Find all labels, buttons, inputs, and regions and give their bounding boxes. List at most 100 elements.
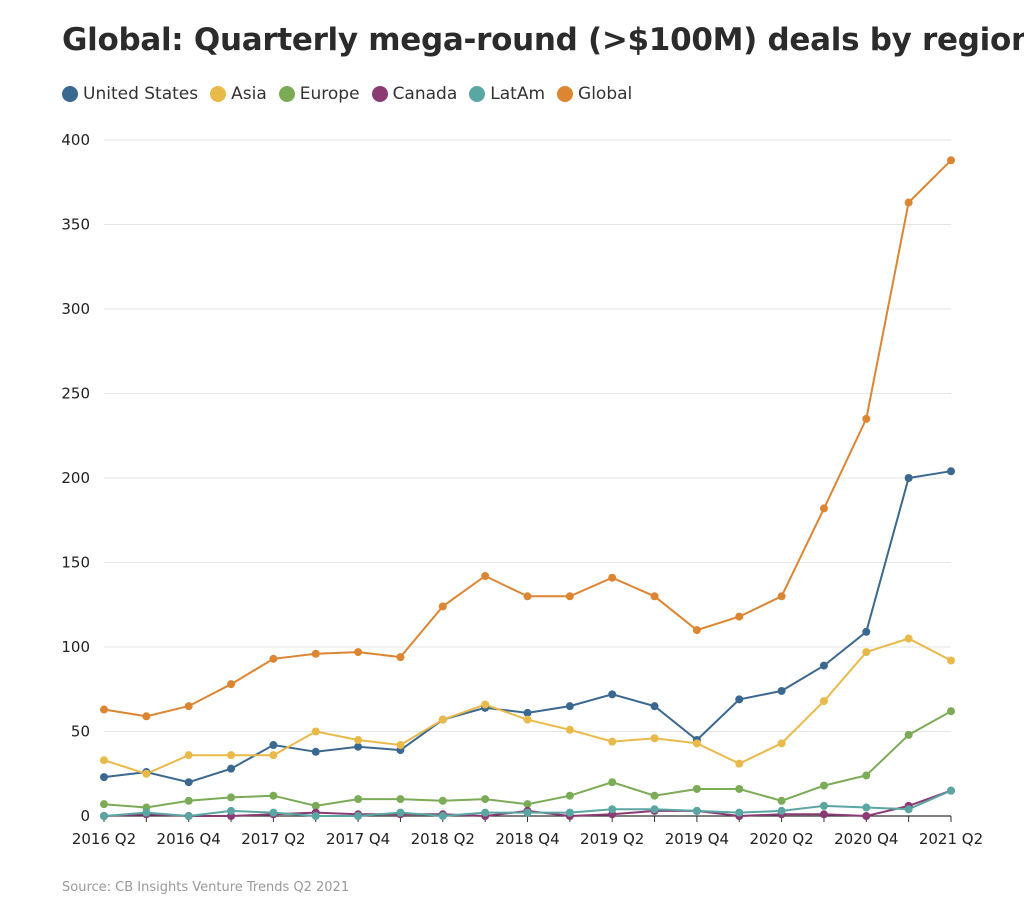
- data-point: [396, 741, 405, 750]
- data-point: [311, 747, 320, 756]
- y-tick-label: 150: [61, 554, 90, 572]
- data-point: [692, 626, 701, 635]
- legend-item: Canada: [371, 84, 457, 104]
- series-line: [103, 470, 952, 784]
- x-tick-label: 2019 Q2: [580, 830, 644, 848]
- data-point: [819, 781, 828, 790]
- data-point: [396, 808, 405, 817]
- legend-item: Global: [557, 84, 632, 104]
- data-point: [904, 634, 913, 643]
- y-tick-label: 250: [61, 385, 90, 403]
- data-point: [227, 764, 236, 773]
- data-point: [650, 734, 659, 743]
- source-note: Source: CB Insights Venture Trends Q2 20…: [62, 880, 350, 895]
- x-tick-label: 2018 Q2: [411, 830, 475, 848]
- data-point: [692, 806, 701, 815]
- data-point: [565, 592, 574, 601]
- legend-item: LatAm: [469, 84, 545, 104]
- data-point: [608, 778, 617, 787]
- data-point: [650, 592, 659, 601]
- data-point: [523, 800, 532, 809]
- legend-label: United States: [83, 84, 199, 104]
- legend-label: Europe: [299, 84, 360, 104]
- x-axis: 2016 Q2 2016 Q4 2017 Q2 2017 Q4 2018 Q2 2018 …: [72, 816, 983, 848]
- legend-swatch: [371, 86, 388, 102]
- data-point: [947, 786, 955, 795]
- data-point: [819, 810, 828, 819]
- data-point: [354, 742, 363, 751]
- data-point: [777, 796, 786, 805]
- data-point: [565, 702, 574, 711]
- data-point: [565, 791, 574, 800]
- legend: United States Asia Europe Canada LatAm Global: [62, 84, 644, 104]
- x-tick-label: 2017 Q4: [326, 830, 390, 848]
- data-point: [904, 805, 913, 814]
- data-point: [523, 715, 532, 724]
- data-point: [438, 715, 447, 724]
- legend-label: Global: [578, 84, 633, 104]
- data-point: [311, 727, 320, 736]
- legend-swatch: [557, 86, 574, 102]
- data-point: [354, 812, 363, 820]
- data-point: [735, 808, 744, 817]
- data-point: [311, 801, 320, 810]
- data-point: [819, 661, 828, 670]
- x-tick-label: 2021 Q2: [919, 830, 983, 848]
- data-point: [608, 805, 617, 814]
- y-tick-label: 200: [61, 469, 90, 487]
- data-point: [650, 805, 659, 814]
- data-point: [904, 730, 913, 739]
- x-tick-label: 2018 Q4: [495, 830, 559, 848]
- data-point: [396, 795, 405, 804]
- data-point: [227, 806, 236, 815]
- data-point: [819, 801, 828, 810]
- data-point: [311, 649, 320, 658]
- data-point: [523, 592, 532, 601]
- data-point: [777, 592, 786, 601]
- data-point: [438, 602, 447, 611]
- data-point: [947, 656, 955, 665]
- data-point: [481, 795, 490, 804]
- data-point: [904, 474, 913, 482]
- data-point: [947, 467, 955, 476]
- data-point: [269, 751, 278, 760]
- data-point: [100, 756, 108, 765]
- data-point: [862, 414, 871, 423]
- series-points: [100, 156, 955, 820]
- x-tick-label: 2017 Q2: [241, 830, 305, 848]
- data-point: [184, 702, 193, 711]
- data-point: [523, 808, 532, 817]
- series-line: [103, 710, 952, 809]
- data-point: [904, 198, 913, 207]
- data-point: [650, 791, 659, 800]
- legend-item: United States: [62, 84, 198, 104]
- x-tick-label: 2016 Q2: [72, 830, 136, 848]
- data-point: [565, 725, 574, 734]
- y-tick-label: 400: [61, 131, 90, 149]
- data-point: [227, 751, 236, 760]
- data-point: [862, 803, 871, 812]
- data-point: [184, 812, 193, 820]
- data-point: [862, 627, 871, 636]
- data-point: [481, 700, 490, 709]
- data-point: [608, 737, 617, 746]
- data-point: [269, 808, 278, 817]
- data-point: [735, 759, 744, 768]
- legend-swatch: [210, 86, 227, 102]
- data-point: [947, 707, 955, 716]
- data-point: [523, 708, 532, 717]
- data-point: [184, 796, 193, 805]
- data-point: [227, 793, 236, 802]
- x-tick-label: 2020 Q4: [834, 830, 898, 848]
- legend-swatch: [62, 86, 78, 102]
- legend-label: Asia: [231, 84, 267, 104]
- data-point: [396, 653, 405, 662]
- data-point: [269, 741, 278, 750]
- data-point: [862, 771, 871, 780]
- data-point: [354, 735, 363, 744]
- data-point: [438, 812, 447, 820]
- data-point: [354, 795, 363, 804]
- x-tick-label: 2019 Q4: [665, 830, 729, 848]
- y-tick-label: 100: [61, 638, 90, 656]
